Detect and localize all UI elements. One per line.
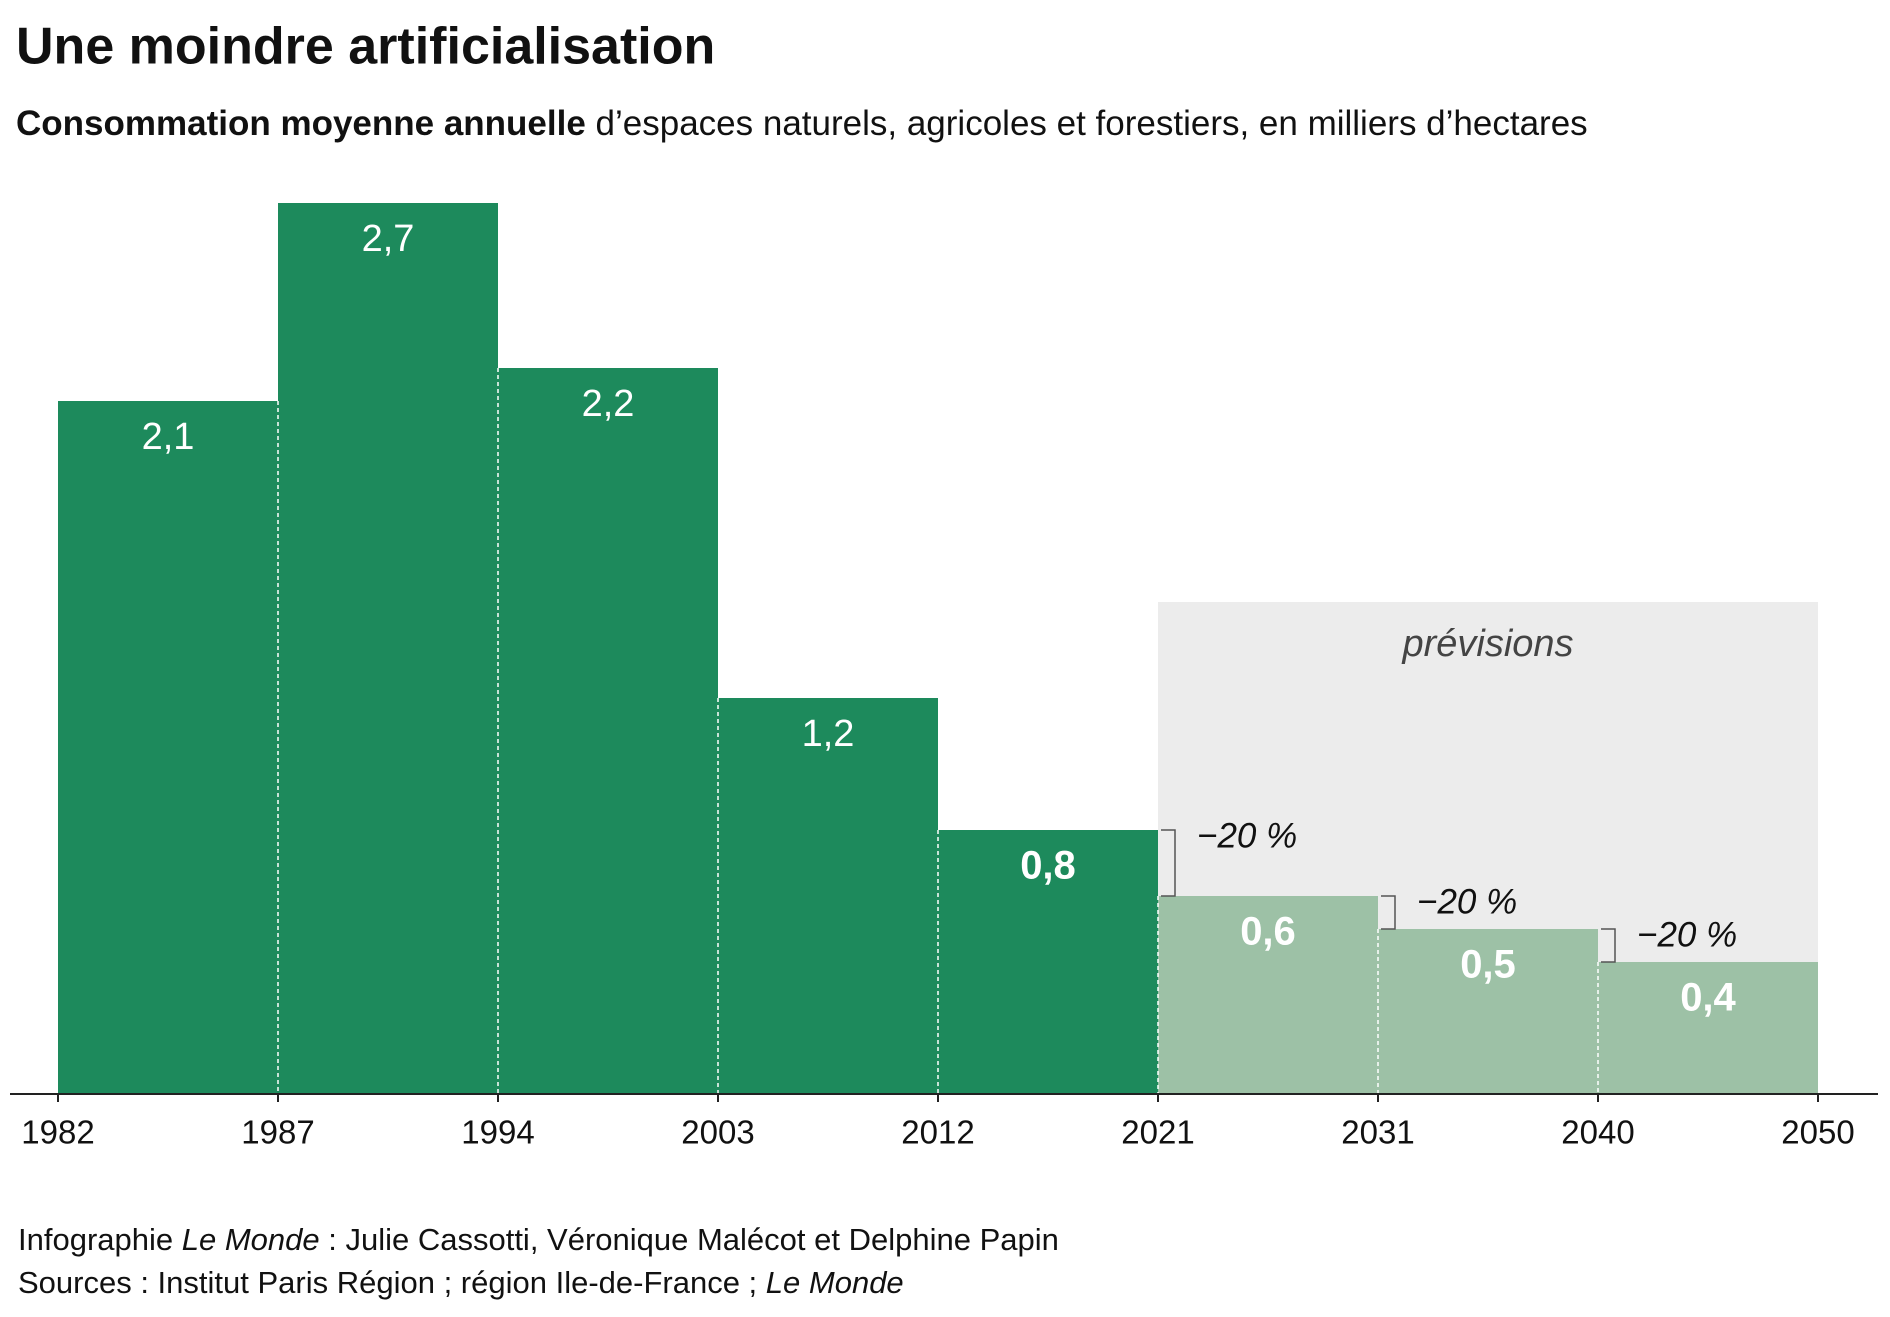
value-label: 2,7 xyxy=(362,218,415,260)
change-bracket xyxy=(1601,928,1616,963)
bar xyxy=(718,698,938,1094)
bar xyxy=(278,203,498,1094)
change-bracket xyxy=(1161,829,1176,897)
footer-text: Le Monde xyxy=(182,1222,320,1257)
footer-text: Sources : Institut Paris Région ; région… xyxy=(18,1265,766,1300)
value-label: 0,4 xyxy=(1680,976,1736,1020)
x-tick-label: 2012 xyxy=(901,1114,974,1151)
bar xyxy=(498,368,718,1094)
bar xyxy=(58,401,278,1094)
forecast-label: prévisions xyxy=(1401,623,1573,665)
change-label: −20 % xyxy=(1417,882,1517,921)
x-tick-label: 1987 xyxy=(241,1114,314,1151)
bar xyxy=(938,830,1158,1094)
bar xyxy=(1598,962,1818,1094)
subtitle-rest: d’espaces naturels, agricoles et foresti… xyxy=(596,104,1588,143)
change-label: −20 % xyxy=(1197,816,1297,855)
chart-title: Une moindre artificialisation xyxy=(16,18,715,76)
value-label: 2,2 xyxy=(582,383,635,425)
x-tick-label: 1994 xyxy=(461,1114,534,1151)
x-tick-label: 2040 xyxy=(1561,1114,1634,1151)
footer-text: : Julie Cassotti, Véronique Malécot et D… xyxy=(320,1222,1059,1257)
change-label: −20 % xyxy=(1637,915,1737,954)
value-label: 0,6 xyxy=(1240,910,1296,954)
subtitle-bold: Consommation moyenne annuelle xyxy=(16,104,586,143)
value-label: 0,5 xyxy=(1460,943,1516,987)
value-label: 1,2 xyxy=(802,713,855,755)
x-tick-label: 2021 xyxy=(1121,1114,1194,1151)
footer-line: Sources : Institut Paris Région ; région… xyxy=(18,1265,904,1300)
x-tick-label: 1982 xyxy=(21,1114,94,1151)
footer-text: Le Monde xyxy=(766,1265,904,1300)
footer-line: Infographie Le Monde : Julie Cassotti, V… xyxy=(18,1222,1059,1257)
bar xyxy=(1158,896,1378,1094)
value-label: 2,1 xyxy=(142,416,195,458)
footer-text: Infographie xyxy=(18,1222,182,1257)
bar xyxy=(1378,929,1598,1094)
x-tick-label: 2003 xyxy=(681,1114,754,1151)
subtitle: Consommation moyenne annuelle d’espaces … xyxy=(16,104,1588,143)
x-tick-label: 2031 xyxy=(1341,1114,1414,1151)
x-tick-label: 2050 xyxy=(1781,1114,1854,1151)
change-bracket xyxy=(1381,895,1396,930)
value-label: 0,8 xyxy=(1020,844,1076,888)
